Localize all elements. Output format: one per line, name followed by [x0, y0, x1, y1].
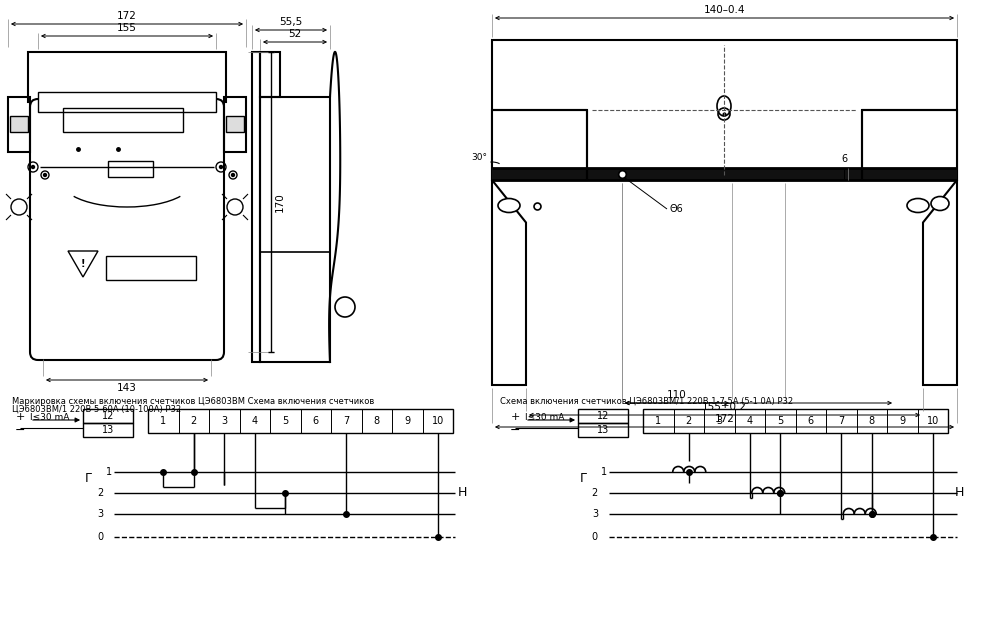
Text: 6: 6	[841, 154, 847, 164]
Text: 3: 3	[221, 416, 228, 426]
Text: 30°: 30°	[471, 154, 487, 163]
Polygon shape	[492, 180, 526, 385]
Text: Г: Г	[580, 472, 587, 485]
Bar	[226, 116, 244, 132]
Bar	[578, 409, 628, 423]
Text: 55,5: 55,5	[280, 17, 302, 27]
Text: 140–0.4: 140–0.4	[703, 5, 746, 15]
Bar	[38, 92, 216, 112]
Text: 4: 4	[252, 416, 258, 426]
Bar	[8, 97, 30, 152]
Text: 9: 9	[404, 416, 410, 426]
Bar	[252, 52, 260, 362]
Bar	[492, 168, 957, 180]
Circle shape	[220, 166, 223, 168]
Text: ЦЭ6803ВМ/1 220В 5-60А (10-100А) Р32: ЦЭ6803ВМ/1 220В 5-60А (10-100А) Р32	[12, 405, 181, 414]
Text: 52: 52	[288, 29, 301, 39]
Text: +: +	[510, 412, 520, 422]
Text: Схема включения счетчиков ЦЭ6803ВМ/1 220В 1-7,5А (5-1 0А) Р32: Схема включения счетчиков ЦЭ6803ВМ/1 220…	[500, 397, 793, 406]
Circle shape	[31, 166, 34, 168]
Text: 1: 1	[106, 467, 112, 477]
Bar	[63, 108, 183, 132]
Text: 170: 170	[275, 192, 285, 212]
Text: 3: 3	[716, 416, 722, 426]
Ellipse shape	[717, 96, 731, 116]
Bar	[492, 110, 587, 180]
Text: 172: 172	[117, 11, 137, 21]
Polygon shape	[68, 251, 98, 277]
Text: 172: 172	[714, 414, 735, 424]
Bar	[862, 110, 957, 180]
Text: 110: 110	[667, 390, 687, 400]
Circle shape	[43, 173, 46, 177]
Bar	[83, 423, 133, 437]
Bar	[106, 256, 196, 280]
Bar	[260, 97, 330, 362]
Ellipse shape	[498, 198, 520, 212]
Text: 8: 8	[869, 416, 875, 426]
Text: Г: Г	[84, 472, 92, 485]
Text: 0: 0	[592, 532, 598, 542]
Text: +: +	[16, 412, 25, 422]
Text: 3: 3	[97, 509, 103, 519]
Bar	[28, 52, 226, 102]
Text: 10: 10	[927, 416, 939, 426]
Bar	[224, 97, 246, 152]
Text: 10: 10	[432, 416, 443, 426]
Text: Θ6: Θ6	[670, 204, 684, 214]
Text: −: −	[15, 424, 26, 436]
Circle shape	[232, 173, 234, 177]
Text: 12: 12	[596, 411, 609, 421]
Text: 5: 5	[283, 416, 288, 426]
Bar	[148, 409, 453, 433]
Text: 6: 6	[313, 416, 319, 426]
Text: 1: 1	[655, 416, 661, 426]
Text: Н: Н	[458, 486, 467, 499]
Ellipse shape	[907, 198, 929, 212]
Bar	[108, 161, 153, 177]
Text: 143: 143	[117, 383, 137, 393]
Text: Маркировка схемы включения счетчиков ЦЭ6803ВМ Схема включения счетчиков: Маркировка схемы включения счетчиков ЦЭ6…	[12, 397, 374, 406]
Text: 2: 2	[190, 416, 197, 426]
Text: 13: 13	[596, 425, 609, 435]
Bar	[578, 423, 628, 437]
Bar	[492, 40, 957, 180]
Text: 6: 6	[807, 416, 814, 426]
Ellipse shape	[931, 196, 949, 211]
Text: 3: 3	[592, 509, 598, 519]
Text: 2: 2	[686, 416, 692, 426]
Text: 8: 8	[374, 416, 380, 426]
Text: 155±0.2: 155±0.2	[702, 402, 747, 412]
Text: 155: 155	[117, 23, 137, 33]
Text: 4: 4	[747, 416, 752, 426]
Bar	[260, 52, 280, 97]
Text: I≤30 mA: I≤30 mA	[525, 413, 564, 422]
Text: 0: 0	[97, 532, 103, 542]
FancyBboxPatch shape	[30, 99, 224, 360]
Bar	[643, 409, 948, 433]
Bar	[83, 409, 133, 423]
Polygon shape	[923, 180, 957, 385]
Text: 2: 2	[97, 488, 103, 498]
Text: 13: 13	[102, 425, 114, 435]
Text: Н: Н	[955, 486, 964, 499]
Text: 1: 1	[601, 467, 607, 477]
Text: 5: 5	[777, 416, 784, 426]
Bar	[10, 116, 28, 132]
Text: 12: 12	[102, 411, 114, 421]
Text: 2: 2	[592, 488, 598, 498]
Text: 1: 1	[160, 416, 167, 426]
Text: !: !	[80, 259, 85, 269]
Text: 9: 9	[900, 416, 905, 426]
Text: −: −	[510, 424, 520, 436]
Text: I≤30 mA: I≤30 mA	[30, 413, 70, 422]
Text: 7: 7	[838, 416, 845, 426]
Text: 7: 7	[343, 416, 349, 426]
